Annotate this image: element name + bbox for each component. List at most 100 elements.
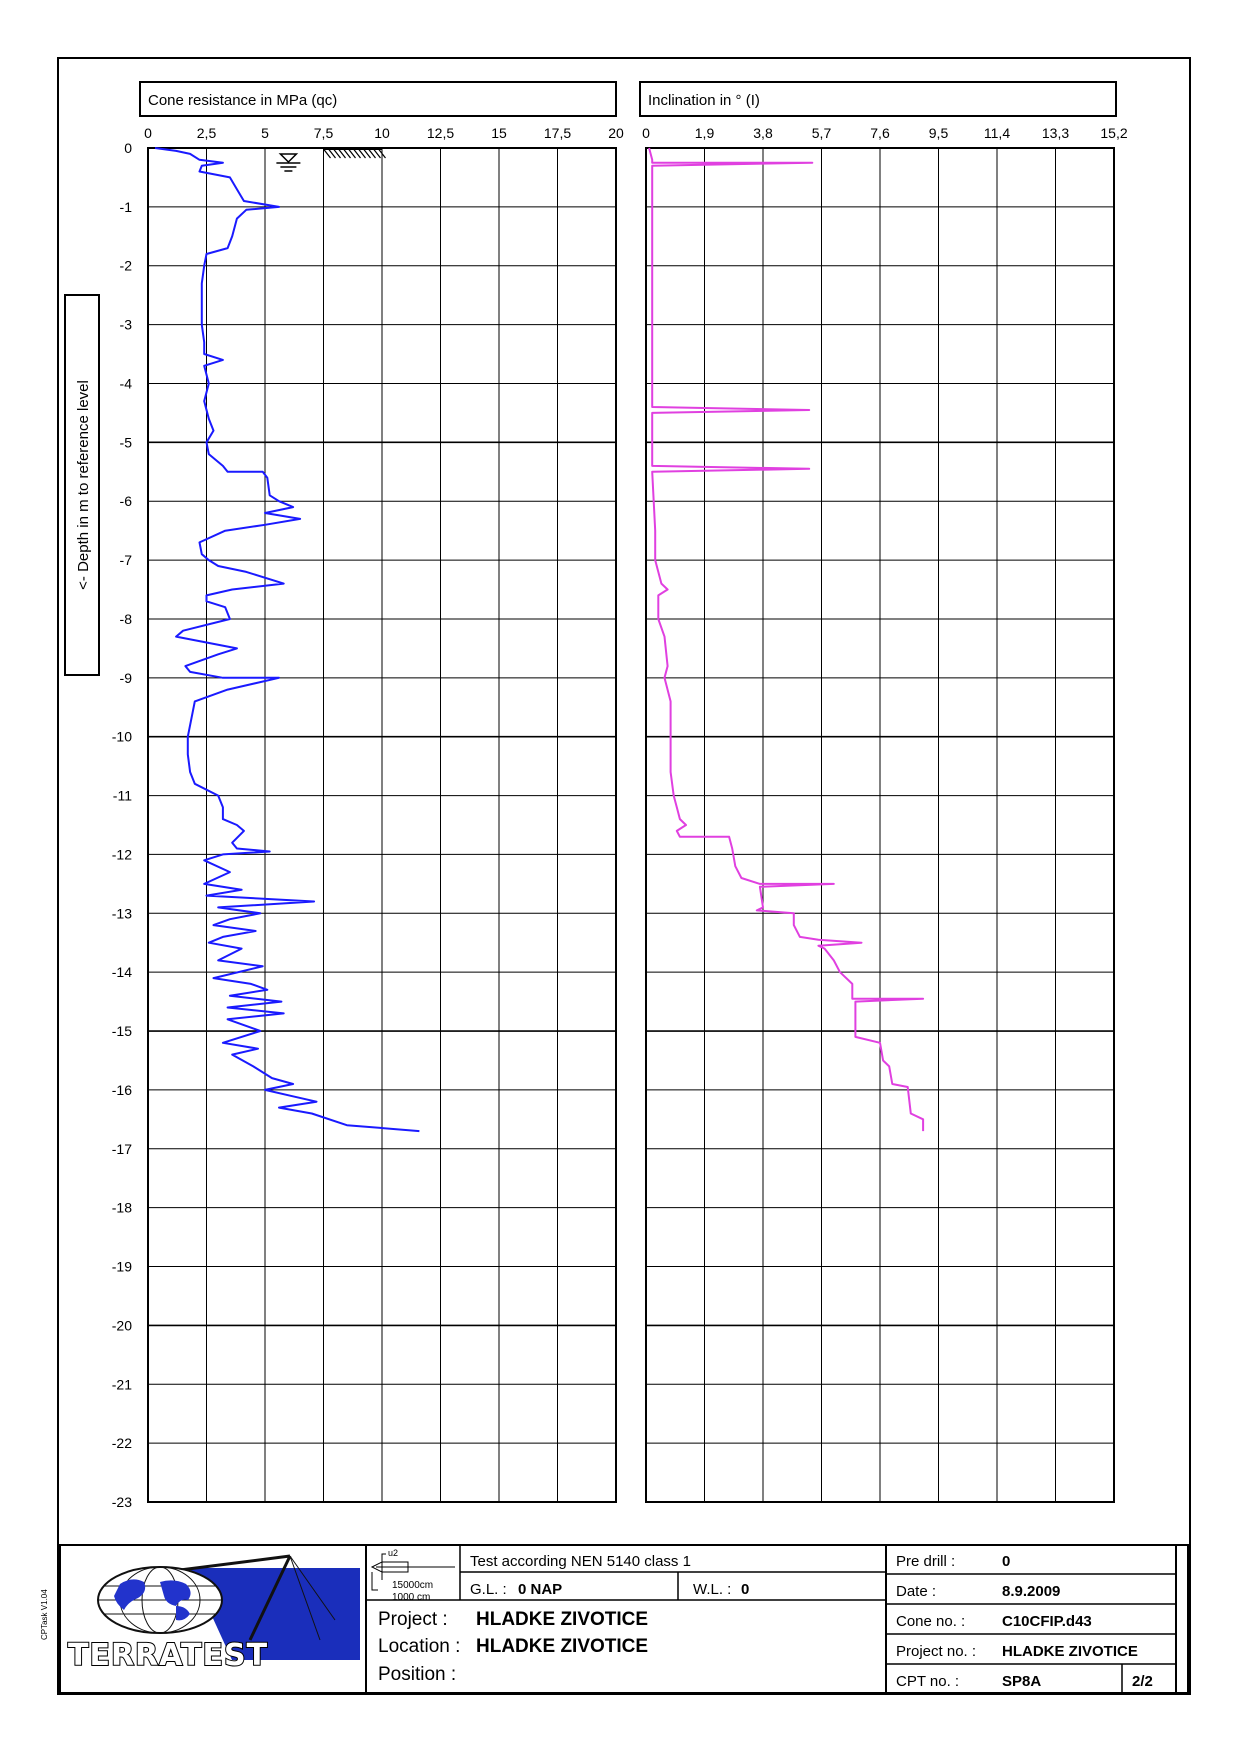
depth-y-ticks: 0 -1 -2 -3 -4 -5 -6 -7 -8 -9 -10 -11 -12 -13 -14 -15 -16… — [112, 140, 132, 1510]
right-chart-title-box: Inclination in ° (I) — [639, 81, 1117, 117]
y-tick-label: -3 — [120, 317, 133, 333]
y-tick-label: -11 — [113, 788, 132, 804]
surface-hatch-mark — [378, 148, 386, 159]
data-series-line — [154, 147, 420, 1133]
surface-hatch-mark — [373, 148, 381, 159]
projectno-value: HLADKE ZIVOTICE — [1002, 1643, 1138, 1660]
gl-value: 0 NAP — [518, 1581, 562, 1598]
y-tick-label: -16 — [112, 1082, 132, 1098]
inclination-plot — [645, 147, 1115, 1503]
page-number: 2/2 — [1132, 1673, 1153, 1690]
x-tick-label: 1,9 — [695, 125, 715, 141]
surface-hatch-mark — [368, 148, 376, 159]
x-tick-label: 3,8 — [753, 125, 773, 141]
x-tick-label: 5 — [261, 125, 269, 141]
predrill-label: Pre drill : — [896, 1553, 955, 1570]
y-tick-label: -5 — [120, 434, 133, 450]
x-tick-label: 10 — [374, 125, 390, 141]
surface-hatch-mark — [363, 148, 371, 159]
position-label: Position : — [378, 1664, 456, 1685]
surface-hatch-mark — [348, 148, 356, 159]
surface-hatch-mark — [333, 148, 341, 159]
legend-line2: 1000 cm — [392, 1592, 430, 1603]
y-tick-label: -1 — [120, 199, 133, 215]
date-label: Date : — [896, 1583, 936, 1600]
plot-frame — [645, 147, 1115, 1503]
side-code: CPTask V1.04 — [40, 1589, 49, 1640]
x-tick-label: 2,5 — [197, 125, 217, 141]
location-label: Location : — [378, 1636, 460, 1657]
projectno-label: Project no. : — [896, 1643, 976, 1660]
x-tick-label: 5,7 — [812, 125, 832, 141]
project-label: Project : — [378, 1609, 448, 1630]
x-tick-label: 17,5 — [544, 125, 571, 141]
y-tick-label: 0 — [124, 140, 132, 156]
x-tick-label: 15 — [491, 125, 507, 141]
footer-block: TERRATEST u2 15000cm 1000 cm Test accord… — [59, 1544, 1189, 1694]
cpt-label: CPT no. : — [896, 1673, 959, 1690]
y-tick-label: -10 — [112, 729, 132, 745]
y-tick-label: -9 — [120, 670, 133, 686]
y-tick-label: -6 — [120, 493, 133, 509]
surface-hatch-mark — [353, 148, 361, 159]
y-tick-label: -20 — [112, 1317, 132, 1333]
y-tick-label: -22 — [112, 1435, 132, 1451]
y-tick-label: -8 — [120, 611, 133, 627]
y-tick-label: -12 — [112, 846, 132, 862]
x-tick-label: 0 — [642, 125, 650, 141]
logo-text: TERRATEST — [68, 1638, 268, 1673]
wl-label: W.L. : — [693, 1581, 731, 1598]
x-tick-label: 15,2 — [1100, 125, 1127, 141]
y-axis-title: <- Depth in m to reference level — [75, 380, 92, 590]
x-tick-label: 13,3 — [1042, 125, 1069, 141]
left-chart-title-box: Cone resistance in MPa (qc) — [139, 81, 617, 117]
x-tick-label: 9,5 — [929, 125, 949, 141]
y-tick-label: -7 — [120, 552, 133, 568]
legend-symbol: u2 15000cm 1000 cm — [370, 1548, 455, 1603]
y-tick-label: -18 — [112, 1200, 132, 1216]
date-value: 8.9.2009 — [1002, 1583, 1060, 1600]
surface-hatch-mark — [338, 148, 346, 159]
cone-resistance-x-ticks: 0 2,5 5 7,5 10 12,5 15 17,5 20 — [144, 125, 624, 141]
x-tick-label: 11,4 — [984, 125, 1010, 141]
surface-hatch-mark — [343, 148, 351, 159]
y-tick-label: -17 — [112, 1141, 132, 1157]
surface-hatch-mark — [328, 148, 336, 159]
water-level-icon — [278, 153, 299, 164]
data-series-line — [648, 147, 925, 1132]
y-tick-label: -13 — [112, 905, 132, 921]
y-axis-title-box: <- Depth in m to reference level — [64, 294, 100, 676]
x-tick-label: 0 — [144, 125, 152, 141]
surface-hatch-mark — [323, 148, 331, 159]
x-tick-label: 7,6 — [870, 125, 890, 141]
surface-hatch-mark — [358, 148, 366, 159]
page-frame — [57, 57, 1191, 1695]
terratest-logo: TERRATEST — [67, 1554, 360, 1674]
right-chart-title: Inclination in ° (I) — [648, 92, 760, 109]
legend-line1: 15000cm — [392, 1580, 433, 1591]
y-tick-label: -14 — [112, 964, 132, 980]
project-value: HLADKE ZIVOTICE — [476, 1609, 648, 1630]
cpt-value: SP8A — [1002, 1673, 1041, 1690]
cone-value: C10CFIP.d43 — [1002, 1613, 1092, 1630]
left-chart-title: Cone resistance in MPa (qc) — [148, 92, 337, 109]
test-standard: Test according NEN 5140 class 1 — [470, 1553, 691, 1570]
x-tick-label: 20 — [608, 125, 624, 141]
cone-label: Cone no. : — [896, 1613, 965, 1630]
surface-annotations — [276, 148, 386, 172]
x-tick-label: 7,5 — [314, 125, 334, 141]
legend-u2: u2 — [388, 1548, 398, 1558]
y-tick-label: -21 — [112, 1376, 132, 1392]
gl-label: G.L. : — [470, 1581, 507, 1598]
y-tick-label: -23 — [112, 1494, 132, 1510]
y-tick-label: -2 — [120, 258, 133, 274]
cone-resistance-plot — [147, 147, 617, 1503]
inclination-x-ticks: 0 1,9 3,8 5,7 7,6 9,5 11,4 13,3 15,2 — [642, 125, 1128, 141]
y-tick-label: -19 — [112, 1259, 132, 1275]
wl-value: 0 — [741, 1581, 749, 1598]
x-tick-label: 12,5 — [427, 125, 454, 141]
y-tick-label: -15 — [112, 1023, 132, 1039]
y-tick-label: -4 — [120, 375, 133, 391]
location-value: HLADKE ZIVOTICE — [476, 1636, 648, 1657]
predrill-value: 0 — [1002, 1553, 1010, 1570]
